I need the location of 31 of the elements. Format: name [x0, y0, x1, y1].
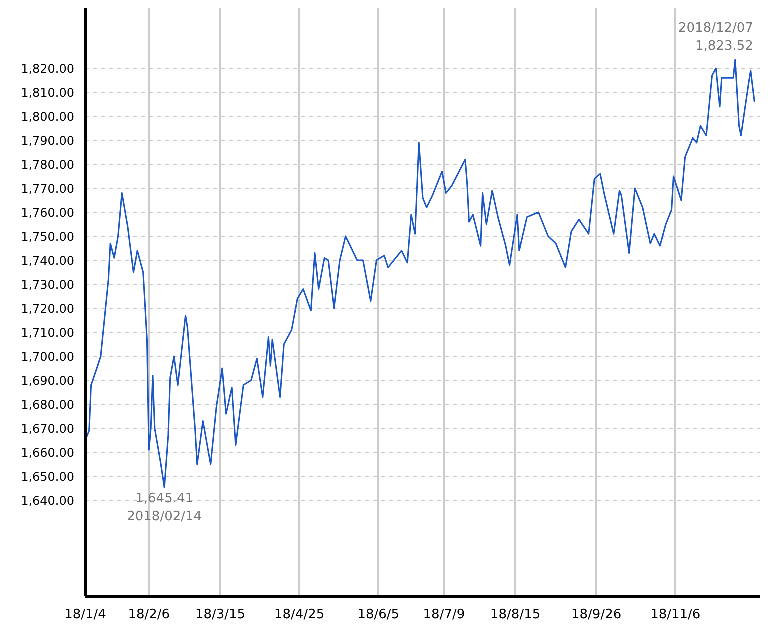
- y-tick-label: 1,740.00: [21, 254, 74, 268]
- x-tick-label: 18/4/25: [274, 608, 325, 622]
- y-tick-label: 1,800.00: [21, 110, 74, 124]
- y-tick-label: 1,680.00: [21, 398, 74, 412]
- x-tick-label: 18/6/5: [358, 608, 400, 622]
- y-tick-label: 1,690.00: [21, 374, 74, 388]
- annotation: 2018/12/07 1,823.52: [678, 21, 754, 54]
- x-tick-label: 18/1/4: [64, 608, 106, 622]
- y-tick-label: 1,780.00: [21, 158, 74, 172]
- y-tick-label: 1,770.00: [21, 182, 74, 196]
- x-tick-label: 18/9/26: [572, 608, 622, 622]
- y-tick-label: 1,790.00: [21, 134, 74, 148]
- x-tick-label: 18/8/15: [490, 608, 541, 622]
- y-tick-label: 1,650.00: [21, 470, 74, 484]
- x-tick-label: 18/11/6: [650, 608, 701, 622]
- y-tick-label: 1,750.00: [21, 230, 74, 244]
- annotation: 1,645.41 2018/02/14: [127, 492, 202, 525]
- x-tick-label: 18/7/9: [423, 608, 466, 622]
- x-tick-label: 18/3/15: [195, 608, 246, 622]
- y-tick-label: 1,760.00: [21, 206, 74, 220]
- x-tick-label: 18/2/6: [128, 608, 170, 622]
- y-tick-label: 1,810.00: [21, 86, 74, 100]
- y-tick-label: 1,730.00: [21, 278, 74, 292]
- y-tick-label: 1,700.00: [21, 350, 74, 364]
- line-series: [86, 59, 756, 488]
- y-tick-label: 1,710.00: [21, 326, 74, 340]
- y-tick-label: 1,720.00: [21, 302, 74, 316]
- y-tick-label: 1,640.00: [21, 494, 74, 508]
- y-tick-label: 1,670.00: [21, 422, 74, 436]
- y-tick-label: 1,820.00: [21, 62, 74, 76]
- y-tick-label: 1,660.00: [21, 446, 74, 460]
